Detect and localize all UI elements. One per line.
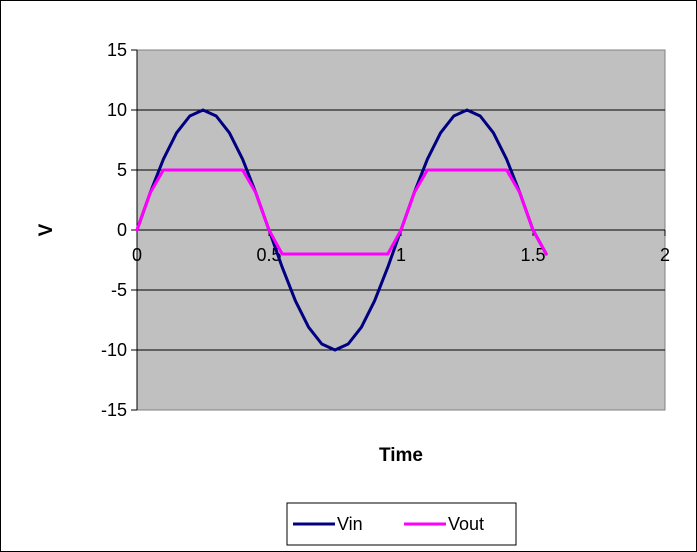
series-layer xyxy=(135,108,548,352)
x-tick-label: 2 xyxy=(660,245,670,265)
y-tick-label: -10 xyxy=(101,340,127,360)
y-axis-title: V xyxy=(36,223,57,236)
legend-label-vout: Vout xyxy=(448,514,484,534)
legend: Vin Vout xyxy=(286,502,517,546)
y-tick-label: 5 xyxy=(117,160,127,180)
legend-label-vin: Vin xyxy=(337,514,363,534)
y-tick-label: -5 xyxy=(111,280,127,300)
series-line-vout xyxy=(135,168,548,256)
x-tick-label: 1.5 xyxy=(520,245,545,265)
y-tick-label: 10 xyxy=(107,100,127,120)
y-tick-label: 0 xyxy=(117,220,127,240)
y-axis-ticks: 15 10 5 0 -5 -10 -15 xyxy=(101,40,138,420)
y-tick-label: 15 xyxy=(107,40,127,60)
x-axis-title: Time xyxy=(379,445,423,466)
series-line-vin xyxy=(135,108,548,352)
x-tick-label: 1 xyxy=(396,245,406,265)
y-tick-label: -15 xyxy=(101,400,127,420)
x-tick-label: 0 xyxy=(132,245,142,265)
